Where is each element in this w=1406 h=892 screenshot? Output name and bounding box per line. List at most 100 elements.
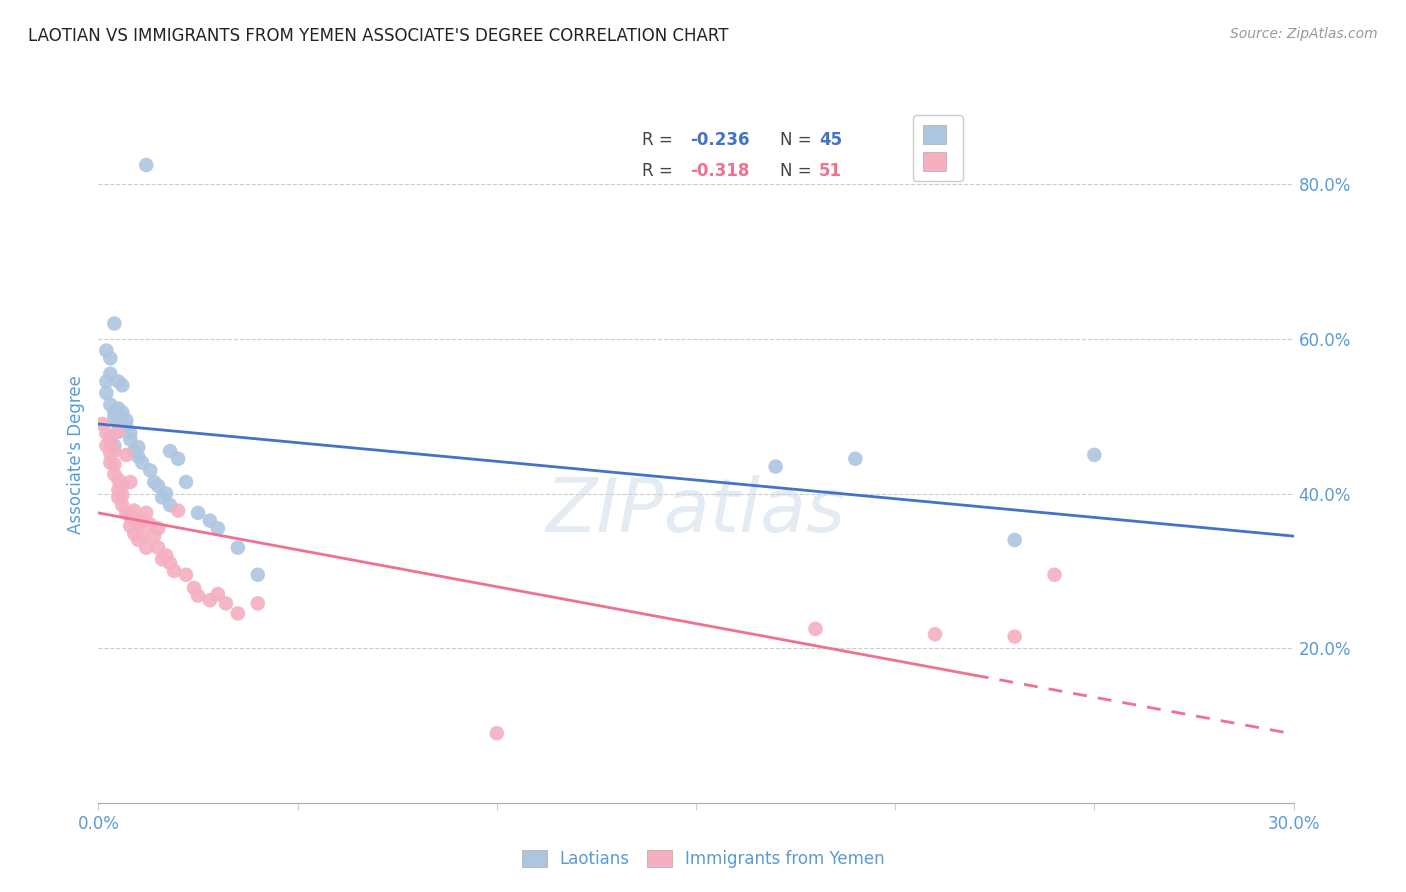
- Point: [103, 457, 125, 471]
- Point: [111, 488, 134, 502]
- Text: -0.236: -0.236: [690, 131, 749, 150]
- Point: [143, 529, 166, 543]
- Point: [115, 413, 138, 427]
- Point: [127, 440, 149, 454]
- Point: [148, 541, 170, 555]
- Text: Source: ZipAtlas.com: Source: ZipAtlas.com: [1230, 27, 1378, 41]
- Point: [124, 526, 146, 541]
- Point: [159, 556, 181, 570]
- Point: [246, 567, 269, 582]
- Point: [135, 158, 157, 172]
- Point: [91, 417, 114, 431]
- Point: [135, 506, 157, 520]
- Point: [131, 529, 153, 543]
- Point: [100, 398, 122, 412]
- Point: [103, 317, 125, 331]
- Point: [115, 506, 138, 520]
- Point: [159, 444, 181, 458]
- Point: [804, 622, 827, 636]
- Point: [148, 479, 170, 493]
- Point: [207, 587, 229, 601]
- Point: [103, 467, 125, 482]
- Text: R =: R =: [643, 131, 678, 150]
- Point: [131, 514, 153, 528]
- Text: 51: 51: [820, 162, 842, 180]
- Point: [107, 473, 129, 487]
- Point: [100, 433, 122, 447]
- Point: [1043, 567, 1066, 582]
- Point: [155, 486, 177, 500]
- Point: [100, 434, 122, 448]
- Point: [765, 459, 787, 474]
- Point: [207, 521, 229, 535]
- Point: [187, 506, 209, 520]
- Point: [107, 491, 129, 505]
- Point: [96, 343, 118, 358]
- Point: [127, 450, 149, 464]
- Point: [167, 503, 190, 517]
- Point: [100, 351, 122, 366]
- Point: [485, 726, 508, 740]
- Point: [148, 521, 170, 535]
- Point: [111, 405, 134, 419]
- Point: [127, 533, 149, 547]
- Point: [174, 475, 197, 489]
- Point: [120, 509, 142, 524]
- Point: [103, 439, 125, 453]
- Point: [150, 491, 173, 505]
- Point: [100, 456, 122, 470]
- Point: [226, 607, 249, 621]
- Point: [183, 581, 205, 595]
- Point: [163, 564, 186, 578]
- Point: [1004, 533, 1026, 547]
- Point: [120, 475, 142, 489]
- Point: [120, 433, 142, 447]
- Point: [107, 401, 129, 416]
- Point: [111, 498, 134, 512]
- Point: [1083, 448, 1105, 462]
- Point: [96, 439, 118, 453]
- Text: LAOTIAN VS IMMIGRANTS FROM YEMEN ASSOCIATE'S DEGREE CORRELATION CHART: LAOTIAN VS IMMIGRANTS FROM YEMEN ASSOCIA…: [28, 27, 728, 45]
- Point: [131, 456, 153, 470]
- Point: [115, 448, 138, 462]
- Point: [198, 593, 221, 607]
- Point: [100, 446, 122, 460]
- Point: [1004, 630, 1026, 644]
- Point: [167, 451, 190, 466]
- Point: [844, 451, 866, 466]
- Text: N =: N =: [780, 131, 817, 150]
- Point: [924, 627, 946, 641]
- Point: [115, 418, 138, 433]
- Point: [139, 463, 162, 477]
- Y-axis label: Associate's Degree: Associate's Degree: [67, 376, 86, 534]
- Text: -0.318: -0.318: [690, 162, 749, 180]
- Point: [174, 567, 197, 582]
- Point: [107, 425, 129, 439]
- Text: 45: 45: [820, 131, 842, 150]
- Point: [226, 541, 249, 555]
- Point: [127, 517, 149, 532]
- Point: [96, 375, 118, 389]
- Point: [111, 479, 134, 493]
- Point: [107, 375, 129, 389]
- Point: [96, 386, 118, 401]
- Point: [111, 378, 134, 392]
- Point: [246, 596, 269, 610]
- Point: [135, 541, 157, 555]
- Point: [107, 483, 129, 497]
- Point: [198, 514, 221, 528]
- Point: [215, 596, 238, 610]
- Text: ZIPatlas: ZIPatlas: [546, 475, 846, 547]
- Point: [96, 426, 118, 441]
- Point: [103, 444, 125, 458]
- Point: [100, 367, 122, 381]
- Point: [107, 417, 129, 431]
- Point: [120, 519, 142, 533]
- Point: [187, 589, 209, 603]
- Legend: , : ,: [912, 115, 963, 181]
- Text: R =: R =: [643, 162, 678, 180]
- Point: [103, 405, 125, 419]
- Point: [120, 426, 142, 441]
- Point: [150, 552, 173, 566]
- Point: [107, 425, 129, 439]
